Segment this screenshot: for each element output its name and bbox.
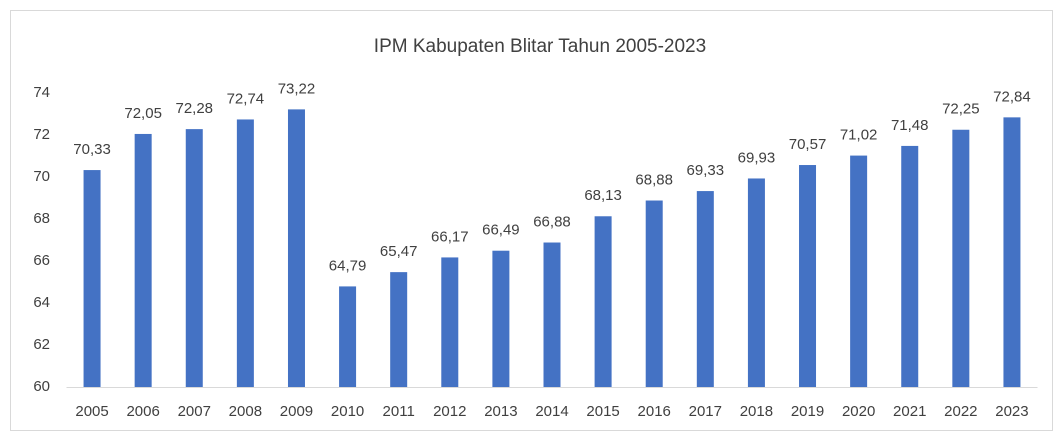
x-tick-label: 2018 xyxy=(740,403,773,420)
data-label: 66,17 xyxy=(431,228,469,245)
x-tick-label: 2007 xyxy=(178,403,211,420)
data-label: 66,49 xyxy=(482,222,520,239)
data-label: 72,74 xyxy=(227,90,265,107)
bar xyxy=(543,242,561,387)
x-tick-label: 2022 xyxy=(944,403,977,420)
data-label: 64,79 xyxy=(329,257,367,274)
y-tick-label: 64 xyxy=(33,294,50,311)
x-tick-label: 2021 xyxy=(893,403,926,420)
x-tick-label: 2017 xyxy=(689,403,722,420)
x-tick-label: 2009 xyxy=(280,403,313,420)
x-tick-label: 2011 xyxy=(383,403,415,420)
data-label: 70,33 xyxy=(73,141,111,158)
bar xyxy=(134,133,152,387)
bar xyxy=(645,200,663,387)
x-tick-label: 2016 xyxy=(638,403,671,420)
bar xyxy=(850,155,868,387)
data-label: 65,47 xyxy=(380,243,418,260)
x-tick-label: 2006 xyxy=(126,403,159,420)
data-label: 71,48 xyxy=(891,117,929,134)
x-tick-label: 2005 xyxy=(75,403,108,420)
bar xyxy=(339,286,357,387)
bar xyxy=(83,170,101,387)
y-tick-label: 72 xyxy=(33,126,50,143)
bar xyxy=(441,257,459,387)
bar xyxy=(390,272,408,387)
y-tick-label: 66 xyxy=(33,252,50,269)
data-label: 68,13 xyxy=(584,187,622,204)
x-tick-label: 2023 xyxy=(995,403,1028,420)
x-tick-label: 2015 xyxy=(586,403,619,420)
x-tick-label: 2012 xyxy=(433,403,466,420)
data-label: 70,57 xyxy=(789,136,827,153)
x-tick-label: 2010 xyxy=(331,403,364,420)
x-tick-label: 2019 xyxy=(791,403,824,420)
data-label: 72,84 xyxy=(993,88,1031,105)
y-tick-label: 60 xyxy=(33,378,50,395)
bar xyxy=(236,119,254,388)
y-tick-label: 74 xyxy=(33,84,50,101)
x-tick-label: 2008 xyxy=(229,403,262,420)
data-label: 72,25 xyxy=(942,101,980,118)
bar xyxy=(696,191,714,387)
x-tick-label: 2014 xyxy=(535,403,568,420)
chart-border xyxy=(10,10,1053,431)
data-label: 68,88 xyxy=(635,171,673,188)
x-tick-label: 2020 xyxy=(842,403,875,420)
data-label: 69,33 xyxy=(687,162,725,179)
bar xyxy=(901,145,919,387)
y-tick-label: 62 xyxy=(33,336,50,353)
y-tick-label: 70 xyxy=(33,168,50,185)
y-tick-label: 68 xyxy=(33,210,50,227)
data-label: 71,02 xyxy=(840,127,878,144)
bar xyxy=(492,250,510,387)
chart-title: IPM Kabupaten Blitar Tahun 2005-2023 xyxy=(374,36,706,57)
bar xyxy=(952,129,970,387)
x-tick-label: 2013 xyxy=(484,403,517,420)
bar xyxy=(185,129,203,387)
bar xyxy=(1003,117,1021,388)
bar xyxy=(799,165,817,387)
bar xyxy=(594,216,612,387)
data-label: 72,05 xyxy=(124,105,162,122)
bar xyxy=(287,109,305,387)
bar xyxy=(747,178,765,387)
data-label: 69,93 xyxy=(738,149,776,166)
data-label: 73,22 xyxy=(278,80,316,97)
data-label: 66,88 xyxy=(533,213,571,230)
data-label: 72,28 xyxy=(175,100,213,117)
